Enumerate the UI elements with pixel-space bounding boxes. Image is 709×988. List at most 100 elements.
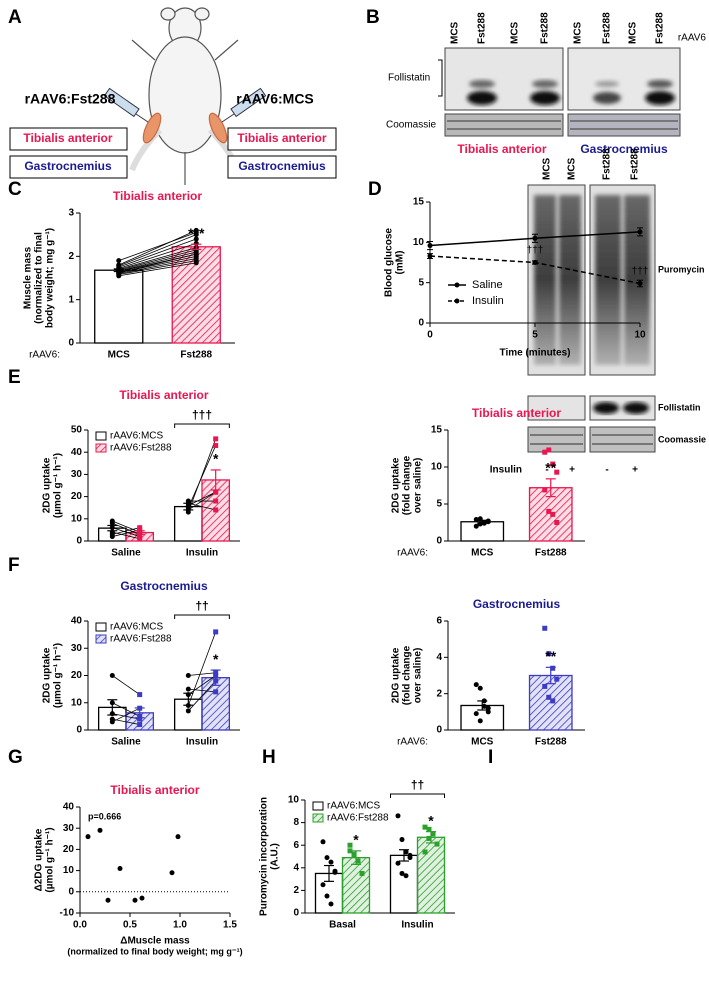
y-axis-label: (µmol g⁻¹ h⁻¹) — [53, 643, 64, 708]
significance: ** — [545, 648, 556, 664]
y-tick-label: 1 — [68, 294, 74, 305]
legend-swatch — [312, 801, 324, 811]
x-tick-label: Saline — [111, 737, 141, 748]
error-bar — [545, 478, 556, 498]
y-tick-label: 8 — [293, 817, 299, 828]
data-point — [637, 280, 643, 286]
data-point — [213, 436, 219, 442]
lane-label: MCS — [573, 21, 584, 44]
data-point — [355, 858, 361, 864]
chart-title: Gastrocnemius — [473, 597, 561, 611]
bar — [94, 269, 144, 344]
pair-line — [112, 718, 140, 725]
y-axis-label: Puromycin incorporation — [259, 797, 270, 916]
y-axis-label: (fold change — [402, 645, 413, 705]
data-point — [332, 869, 338, 875]
data-point — [324, 893, 330, 899]
pair-line — [118, 238, 197, 268]
data-point — [213, 629, 219, 635]
x-tick-label: 0.0 — [73, 920, 87, 931]
legend-label: Insulin — [472, 295, 504, 307]
y-tick-label: 5 — [436, 499, 442, 510]
data-point — [477, 718, 483, 724]
data-point — [546, 508, 552, 514]
significance: †† — [411, 778, 424, 792]
data-point — [105, 897, 111, 903]
pair-line — [112, 707, 140, 723]
y-axis-label: Muscle mass — [23, 246, 34, 309]
y-axis-label: Δ2DG uptake — [34, 828, 45, 891]
data-point — [193, 230, 199, 235]
error-bar — [191, 243, 202, 250]
x-tick-label: MCS — [471, 548, 494, 559]
label-box — [227, 155, 337, 179]
legend-swatch — [95, 443, 107, 453]
axis-prefix: rAAV6: — [397, 737, 428, 748]
pair-line — [118, 234, 197, 267]
data-point — [137, 722, 143, 728]
bracket — [174, 423, 230, 428]
data-point — [213, 489, 219, 495]
y-axis-label: body weight; mg g⁻¹) — [45, 228, 56, 328]
data-point — [422, 824, 428, 830]
data-point — [426, 826, 432, 832]
axis-prefix: rAAV6: — [29, 350, 60, 361]
legend-swatch — [95, 431, 107, 441]
data-point — [550, 665, 556, 671]
y-tick-label: 40 — [71, 616, 83, 627]
data-point — [473, 523, 479, 529]
pair-line — [118, 253, 197, 274]
tissue-label: Gastrocnemius — [580, 142, 668, 156]
y-tick-label: 20 — [71, 491, 83, 502]
lane-label: Fst288 — [602, 12, 613, 44]
chart-title: Tibialis anterior — [110, 783, 199, 797]
pair-line — [118, 249, 197, 271]
x-tick-label: Insulin — [186, 548, 218, 559]
y-tick-label: 10 — [63, 865, 75, 876]
x-axis-label: Time (minutes) — [500, 348, 571, 359]
significance: * — [213, 651, 219, 667]
data-point — [546, 447, 552, 453]
y-tick-label: 20 — [63, 844, 75, 855]
data-point — [97, 827, 103, 833]
pair-line — [118, 262, 197, 277]
y-tick-label: -10 — [60, 908, 75, 919]
row-label: Follistatin — [658, 402, 701, 412]
data-point — [175, 834, 181, 840]
axis-prefix: rAAV6: — [397, 548, 428, 559]
y-tick-label: 0 — [68, 338, 74, 349]
data-point — [550, 461, 556, 467]
x-tick-label: Basal — [329, 920, 356, 931]
lane-label: Fst288 — [630, 148, 641, 180]
legend-label: rAAV6:MCS — [110, 622, 163, 633]
legend-label: Saline — [472, 279, 503, 291]
data-point — [554, 676, 560, 682]
data-point — [399, 870, 405, 876]
pair-line — [188, 491, 216, 511]
data-point — [116, 262, 122, 268]
y-tick-label: 30 — [71, 643, 83, 654]
data-point — [546, 651, 552, 657]
y-tick-label: 0 — [68, 886, 74, 897]
label-box — [9, 155, 128, 179]
treatment-sign: - — [605, 465, 608, 476]
error-bar — [351, 850, 361, 866]
blot-b — [438, 47, 681, 137]
y-tick-label: 10 — [71, 697, 83, 708]
panel-label: I — [488, 747, 493, 768]
panel-label: A — [8, 7, 22, 28]
group-label: rAAV6 — [678, 33, 707, 44]
legend-label: rAAV6:Fst288 — [327, 813, 389, 824]
data-point — [347, 848, 353, 854]
y-tick-label: 5 — [418, 277, 424, 288]
error-bar — [399, 849, 409, 862]
error-bar — [426, 831, 436, 844]
panel-label: E — [8, 367, 21, 388]
data-point — [422, 849, 428, 855]
panel-label: F — [8, 555, 20, 576]
data-point — [532, 235, 538, 241]
panel-label: G — [8, 747, 23, 768]
data-point — [399, 837, 405, 843]
y-tick-label: 20 — [71, 670, 83, 681]
pair-line — [187, 438, 217, 513]
